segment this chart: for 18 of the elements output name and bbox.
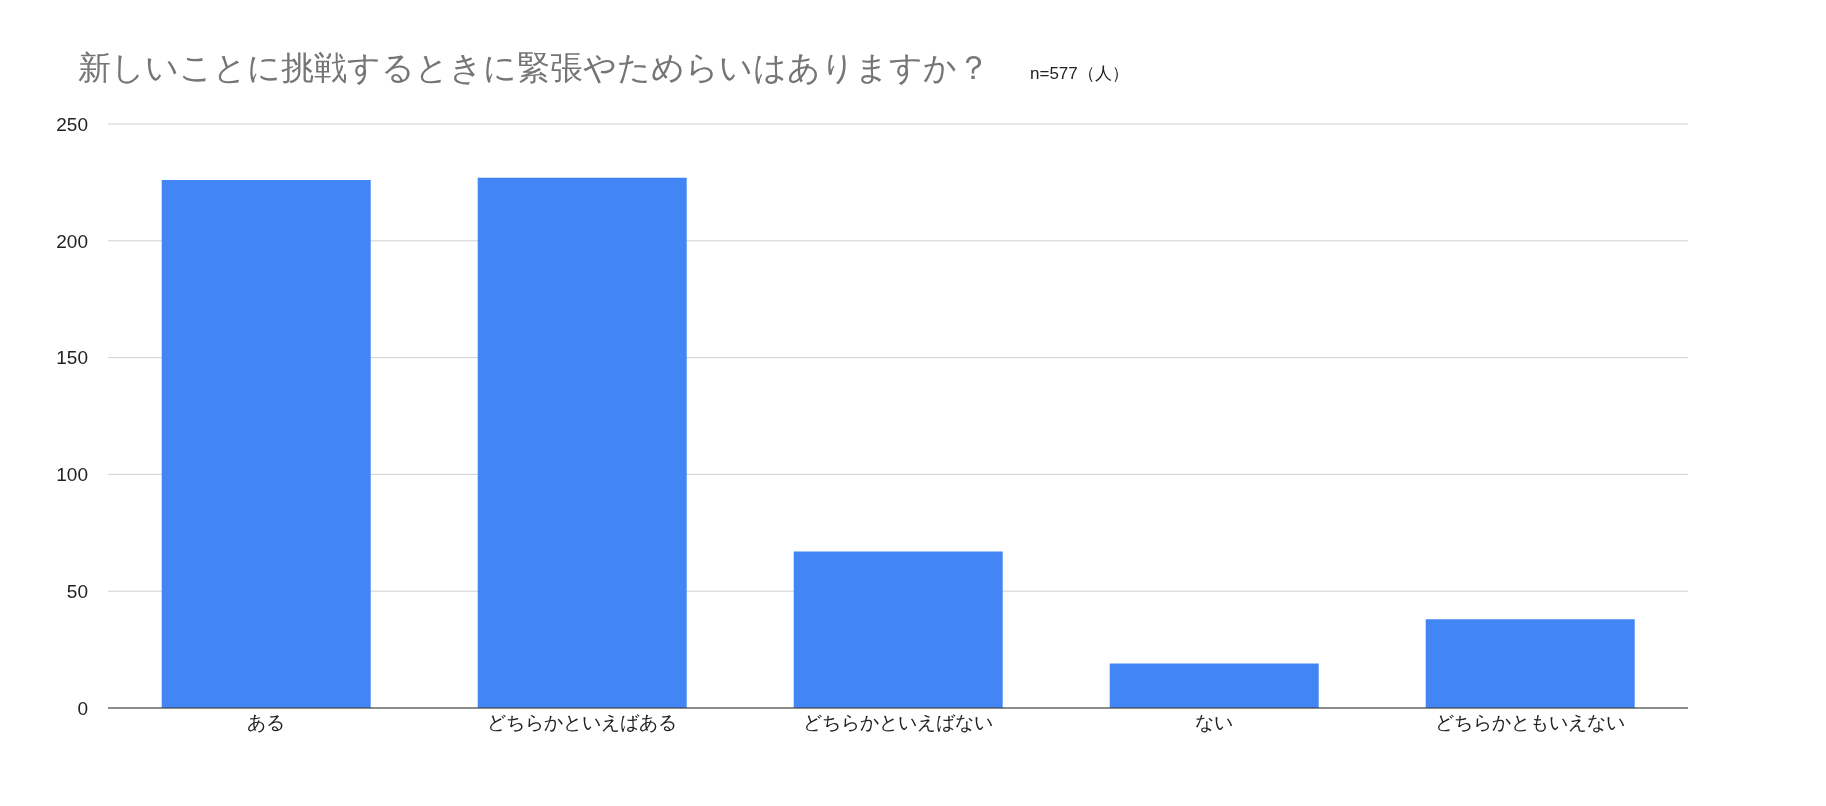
y-tick-label: 200 <box>56 230 88 252</box>
y-tick-label: 150 <box>56 347 88 369</box>
bar <box>793 551 1003 708</box>
y-tick-label: 0 <box>77 697 88 719</box>
chart-title: 新しいことに挑戦するときに緊張やためらいはありますか？ <box>78 48 990 88</box>
bar <box>161 180 371 708</box>
y-tick-label: 100 <box>56 464 88 486</box>
x-tick-label: どちらかといえばない <box>803 712 993 734</box>
bar <box>1425 619 1635 708</box>
x-tick-label: どちらかといえばある <box>487 712 677 734</box>
chart-subtitle: n=577（人） <box>1030 63 1129 85</box>
y-tick-label: 50 <box>66 580 88 602</box>
bar <box>477 177 687 708</box>
bar <box>1109 663 1319 708</box>
x-tick-label: ある <box>247 712 285 734</box>
x-tick-label: ない <box>1195 712 1233 734</box>
y-tick-label: 250 <box>56 113 88 135</box>
x-tick-label: どちらかともいえない <box>1435 712 1625 734</box>
